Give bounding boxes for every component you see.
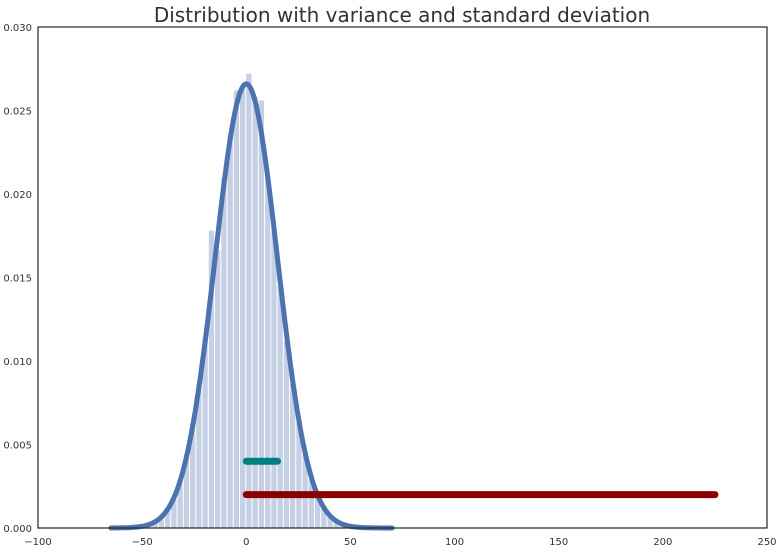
histogram-bar (265, 177, 270, 528)
x-ticks: −100 −50 0 50 100 150 200 250 (24, 537, 776, 548)
x-tick-label: −100 (24, 537, 51, 548)
x-tick-label: −50 (132, 537, 153, 548)
x-tick-label: 200 (653, 537, 672, 548)
x-tick-label: 250 (757, 537, 776, 548)
histogram-bar (271, 231, 276, 528)
histogram-bar (221, 177, 226, 528)
x-tick-label: 50 (344, 537, 357, 548)
x-tick-label: 100 (445, 537, 464, 548)
plot-frame (38, 27, 767, 528)
histogram-bar (215, 251, 220, 528)
y-tick-label: 0.015 (3, 274, 32, 285)
y-tick-label: 0.005 (3, 441, 32, 452)
histogram-bar (228, 134, 233, 528)
chart-title: Distribution with variance and standard … (154, 3, 650, 27)
x-tick-label: 150 (549, 537, 568, 548)
y-tick-label: 0.025 (3, 107, 32, 118)
y-ticks: 0.000 0.005 0.010 0.015 0.020 0.025 0.030 (3, 23, 32, 535)
y-tick-label: 0.000 (3, 524, 32, 535)
y-tick-label: 0.030 (3, 23, 32, 34)
histogram-bar (284, 341, 289, 528)
y-tick-label: 0.020 (3, 190, 32, 201)
y-tick-label: 0.010 (3, 357, 32, 368)
histogram-bar (234, 90, 239, 528)
x-tick-label: 0 (243, 537, 249, 548)
